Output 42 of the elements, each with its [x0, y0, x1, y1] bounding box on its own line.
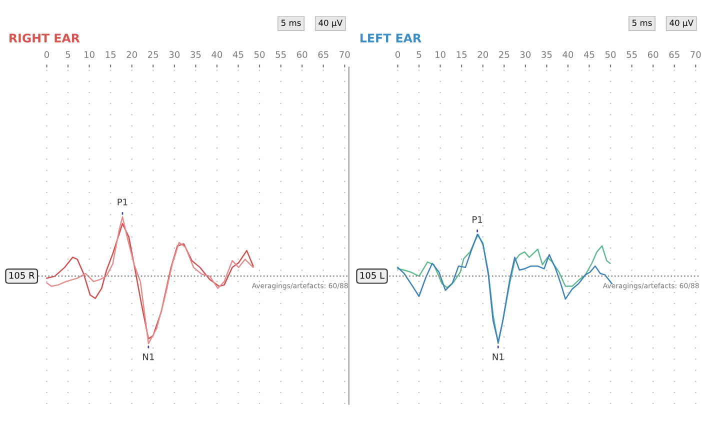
x-tick-label: 25: [499, 51, 510, 58]
x-tick-label: 5: [416, 51, 422, 58]
x-tick-label: 70: [690, 51, 701, 58]
annotation: N1: [143, 354, 154, 360]
text: 5 ms: [281, 20, 301, 26]
x-tick-label: 55: [626, 51, 637, 58]
x-tick-label: 0: [44, 51, 49, 58]
x-tick-label: 60: [648, 51, 658, 58]
x-tick-label: 35: [190, 51, 201, 58]
annotation: P1: [118, 198, 128, 206]
x-tick-label: 20: [126, 51, 137, 58]
x-tick-label: 55: [276, 51, 286, 58]
text: 5 ms: [632, 20, 652, 26]
x-tick-label: 40: [562, 51, 574, 58]
x-tick-label: 70: [340, 51, 350, 58]
x-tick-label: 10: [436, 51, 446, 58]
x-tick-label: 15: [106, 51, 116, 58]
x-tick-label: 65: [318, 51, 328, 58]
x-tick-label: 0: [395, 51, 400, 58]
x-tick-label: 5: [66, 51, 70, 58]
x-tick-label: 15: [456, 51, 467, 58]
text: 40 µV: [670, 20, 694, 28]
x-tick-label: 25: [148, 51, 158, 58]
chart-title: LEFT EAR: [360, 34, 422, 42]
x-tick-label: 20: [478, 51, 488, 58]
x-tick-label: 45: [584, 51, 594, 58]
x-tick-label: 50: [254, 51, 265, 58]
x-tick-label: 30: [520, 51, 531, 58]
x-tick-label: 35: [542, 51, 552, 58]
chart-title: RIGHT EAR: [10, 34, 80, 43]
x-tick-label: 10: [84, 51, 94, 58]
x-tick-label: 60: [296, 51, 308, 58]
x-tick-label: 40: [212, 51, 222, 58]
x-tick-label: 30: [169, 51, 180, 58]
x-tick-label: 65: [669, 51, 680, 58]
annotation: N1: [492, 354, 504, 360]
x-tick-label: 50: [605, 51, 616, 58]
annotation: 105 L: [360, 272, 385, 279]
annotation: P1: [472, 216, 482, 223]
annotation: 105 R: [9, 272, 35, 279]
x-tick-label: 45: [232, 51, 244, 58]
text: 40 µV: [318, 20, 342, 28]
